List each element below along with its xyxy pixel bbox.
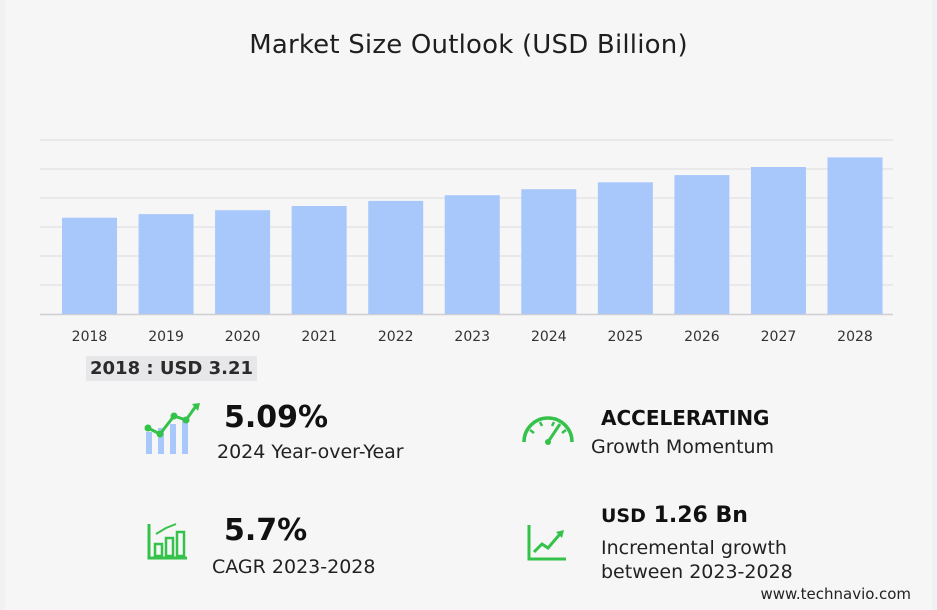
yoy-label: 2024 Year-over-Year xyxy=(217,441,404,463)
incremental-label-2: between 2023-2028 xyxy=(601,561,793,583)
chart-title: Market Size Outlook (USD Billion) xyxy=(249,30,688,60)
bar-2022 xyxy=(368,200,424,314)
bar-2021 xyxy=(291,206,347,314)
bar-2024 xyxy=(521,189,577,314)
bar-2027 xyxy=(750,167,806,314)
bar-2018 xyxy=(62,217,117,314)
x-tick-label: 2024 xyxy=(531,329,567,345)
bar-2025 xyxy=(597,182,653,314)
x-tick-label: 2022 xyxy=(378,329,414,345)
x-tick-label: 2021 xyxy=(301,329,337,345)
momentum-label: Growth Momentum xyxy=(591,436,775,458)
incremental-prefix: USD xyxy=(601,505,646,527)
line-chart-icon xyxy=(527,525,566,561)
bar-2023 xyxy=(444,195,500,314)
incremental-amount: 1.26 Bn xyxy=(653,503,748,528)
yoy-value: 5.09% xyxy=(224,400,329,435)
x-tick-label: 2027 xyxy=(761,329,797,345)
bar-2020 xyxy=(215,210,271,314)
x-tick-label: 2026 xyxy=(684,329,720,345)
bar-2019 xyxy=(138,214,194,314)
x-tick-label: 2018 xyxy=(72,329,108,345)
bar-chart-icon xyxy=(147,523,187,560)
incremental-label-1: Incremental growth xyxy=(601,537,787,559)
bar-chart: 2018 2019 2020 2021 2022 2023 2024 2025 2026 2027… xyxy=(40,139,893,345)
x-tick-label: 2023 xyxy=(454,329,490,345)
x-tick-label: 2028 xyxy=(837,329,873,345)
speedometer-icon xyxy=(522,416,574,445)
x-tick-label: 2025 xyxy=(608,329,644,345)
footer-url: www.technavio.com xyxy=(760,585,911,603)
cagr-label: CAGR 2023-2028 xyxy=(212,556,376,578)
incremental-value: USD 1.26 Bn xyxy=(601,503,748,528)
x-tick-label: 2020 xyxy=(225,329,261,345)
bar-growth-icon xyxy=(144,403,200,454)
x-tick-label: 2019 xyxy=(148,329,184,345)
cagr-value: 5.7% xyxy=(224,513,308,548)
bar-2026 xyxy=(674,175,730,314)
bar-2028 xyxy=(827,157,883,314)
baseline-value: 2018 : USD 3.21 xyxy=(86,356,258,381)
momentum-value: ACCELERATING xyxy=(601,406,770,430)
